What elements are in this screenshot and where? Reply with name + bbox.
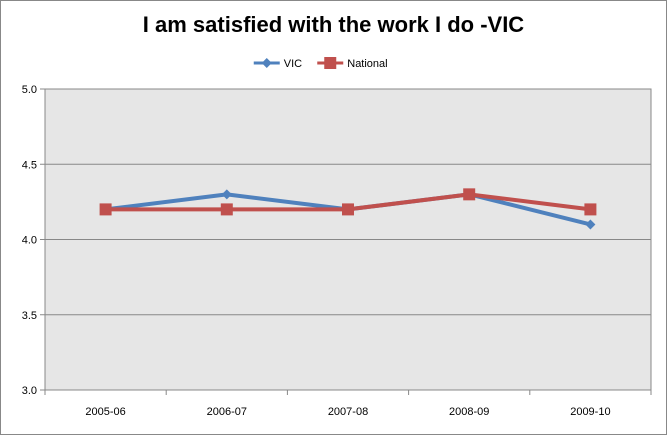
legend-marker <box>324 57 337 69</box>
y-tick-label: 3.5 <box>22 310 37 322</box>
data-point <box>585 219 596 230</box>
y-tick-label: 3.0 <box>22 385 37 397</box>
data-point <box>584 203 597 216</box>
legend-label: National <box>347 58 387 70</box>
legend-label: VIC <box>284 58 302 70</box>
data-point <box>463 188 476 201</box>
x-tick-label: 2008-09 <box>449 406 489 418</box>
data-point <box>220 203 233 216</box>
data-point <box>221 189 232 200</box>
chart-title: I am satisfied with the work I do -VIC <box>142 12 525 37</box>
legend: VIC National <box>253 57 388 70</box>
legend-marker <box>261 58 272 68</box>
series-layer <box>99 188 597 230</box>
plot-border <box>44 88 652 391</box>
x-tick-label: 2005-06 <box>85 406 125 418</box>
y-tick-label: 4.0 <box>22 235 37 247</box>
data-point <box>342 203 354 216</box>
axes: 3.0 3.5 4.0 4.5 5.0 2005-06 2006-07 2007-08 2008… <box>22 84 652 418</box>
y-tick-label: 5.0 <box>22 84 37 96</box>
data-point <box>99 203 112 216</box>
legend-item-national: National <box>317 57 388 70</box>
x-tick-label: 2007-08 <box>328 406 368 418</box>
x-tick-label: 2006-07 <box>207 406 247 418</box>
y-tick-label: 4.5 <box>22 159 37 171</box>
x-tick-label: 2009-10 <box>570 406 610 418</box>
series-national <box>99 188 597 216</box>
legend-item-vic: VIC <box>253 58 302 70</box>
